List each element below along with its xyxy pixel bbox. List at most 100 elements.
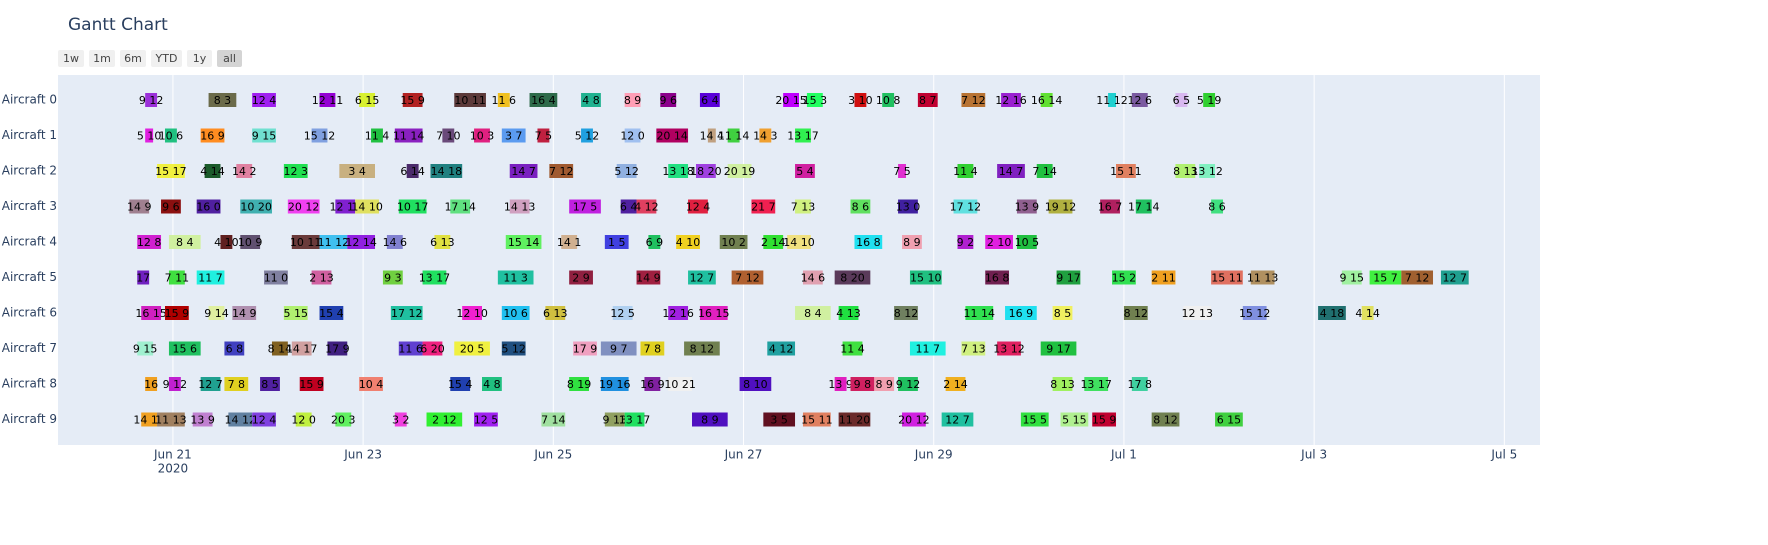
- task-label: 8 6: [852, 201, 870, 214]
- task-label: 15 11: [1211, 272, 1243, 285]
- task-bar: [834, 377, 847, 391]
- task-bar: [501, 306, 530, 320]
- task-bar: [802, 270, 823, 285]
- task-bar: [168, 341, 201, 356]
- task-label: 2 10: [987, 236, 1012, 249]
- task-bar: [1318, 306, 1346, 320]
- task-bar: [406, 164, 419, 178]
- task-label: 5 12: [575, 130, 600, 143]
- task-bar: [795, 306, 831, 320]
- task-label: 11 13: [1247, 272, 1279, 285]
- task-bar: [945, 377, 966, 391]
- task-bar: [232, 306, 257, 320]
- task-bar: [252, 412, 276, 427]
- task-label: 10 9: [238, 236, 263, 249]
- task-label: 6 13: [543, 307, 568, 320]
- task-label: 15 12: [304, 130, 336, 143]
- range-button-label[interactable]: YTD: [155, 52, 178, 65]
- x-tick-label: Jul 5: [1490, 448, 1517, 462]
- task-bar: [228, 412, 253, 427]
- task-label: 7 8: [644, 343, 662, 356]
- task-bar: [359, 377, 383, 391]
- task-label: 7 12: [1405, 272, 1430, 285]
- task-label: 5 12: [614, 165, 639, 178]
- range-button[interactable]: [120, 50, 146, 67]
- task-label: 7 8: [228, 378, 246, 391]
- range-button[interactable]: [187, 50, 212, 67]
- task-label: 2 11: [1151, 272, 1176, 285]
- task-bar: [1369, 270, 1402, 285]
- task-label: 8 9: [701, 414, 719, 427]
- range-button[interactable]: [58, 50, 84, 67]
- task-label: 10 2: [721, 236, 746, 249]
- y-tick-label: Aircraft 3: [2, 199, 57, 213]
- task-label: 5 4: [796, 165, 814, 178]
- task-label: 4 14: [200, 165, 225, 178]
- task-label: 20 19: [724, 165, 756, 178]
- task-label: 5 10: [137, 130, 162, 143]
- task-label: 13 9: [190, 414, 215, 427]
- task-bar: [739, 377, 772, 391]
- task-label: 4 13: [836, 307, 861, 320]
- y-tick-label: Aircraft 0: [2, 93, 57, 107]
- range-button-label[interactable]: all: [223, 52, 236, 65]
- task-label: 7 5: [535, 130, 553, 143]
- task-bar: [838, 306, 859, 320]
- task-label: 9 7: [610, 343, 628, 356]
- task-bar: [141, 306, 162, 320]
- task-label: 6 8: [226, 343, 244, 356]
- task-label: 11 6: [398, 343, 423, 356]
- task-label: 7 14: [541, 414, 566, 427]
- task-label: 3 4: [348, 165, 366, 178]
- task-bar: [311, 270, 332, 285]
- task-bar: [355, 199, 379, 214]
- task-bar: [953, 199, 978, 214]
- task-label: 14 9: [232, 307, 257, 320]
- task-label: 8 12: [894, 307, 919, 320]
- range-button-label[interactable]: 1m: [93, 52, 111, 65]
- range-button[interactable]: [217, 50, 242, 67]
- task-bar: [961, 93, 986, 107]
- task-label: 8 6: [1208, 201, 1226, 214]
- task-bar: [1183, 306, 1212, 320]
- range-button-label[interactable]: 1y: [193, 52, 207, 65]
- task-bar: [398, 199, 427, 214]
- task-bar: [965, 306, 994, 320]
- task-label: 6 9: [646, 236, 664, 249]
- x-tick-label: Jun 21: [153, 448, 192, 462]
- task-label: 7 10: [436, 130, 461, 143]
- task-bar: [787, 235, 811, 249]
- task-bar: [335, 199, 356, 214]
- task-label: 11 14: [964, 307, 996, 320]
- task-bar: [434, 235, 451, 249]
- task-bar: [481, 377, 502, 391]
- task-label: 7 12: [735, 272, 760, 285]
- task-bar: [620, 199, 637, 214]
- task-bar: [157, 412, 185, 427]
- task-label: 10 8: [876, 94, 901, 107]
- task-label: 7 11: [165, 272, 190, 285]
- task-bar: [699, 306, 728, 320]
- task-label: 1 5: [608, 236, 626, 249]
- task-bar: [668, 377, 693, 391]
- task-bar: [802, 412, 831, 427]
- task-label: 14 9: [127, 201, 152, 214]
- task-label: 20 12: [898, 414, 930, 427]
- range-button[interactable]: [89, 50, 115, 67]
- task-label: 2 14: [761, 236, 786, 249]
- task-bar: [319, 93, 336, 107]
- task-bar: [795, 164, 815, 178]
- task-label: 12 7: [690, 272, 715, 285]
- task-bar: [1135, 199, 1152, 214]
- range-button-label[interactable]: 1w: [63, 52, 79, 65]
- range-button-label[interactable]: 6m: [124, 52, 142, 65]
- range-button[interactable]: [151, 50, 182, 67]
- task-label: 8 14: [268, 343, 293, 356]
- x-tick-label: Jun 27: [724, 448, 763, 462]
- task-bar: [240, 199, 272, 214]
- task-label: 14 12: [225, 414, 257, 427]
- task-label: 6 4: [620, 201, 638, 214]
- task-bar: [1060, 412, 1089, 427]
- task-bar: [1131, 93, 1148, 107]
